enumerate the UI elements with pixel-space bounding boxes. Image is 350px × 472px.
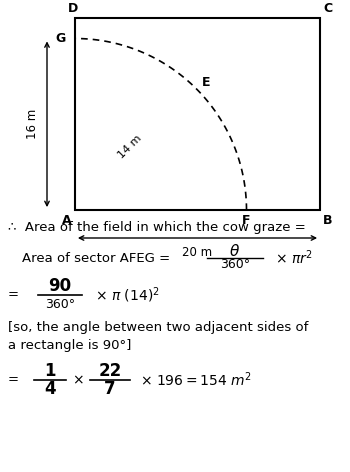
Bar bbox=[75, 18, 320, 210]
Text: B: B bbox=[323, 213, 333, 227]
Text: 7: 7 bbox=[104, 380, 116, 398]
Text: D: D bbox=[68, 1, 78, 15]
Text: [so, the angle between two adjacent sides of: [so, the angle between two adjacent side… bbox=[8, 321, 308, 335]
Text: 360°: 360° bbox=[45, 298, 75, 312]
Text: 16 m: 16 m bbox=[27, 109, 40, 139]
Text: 20 m: 20 m bbox=[182, 245, 212, 259]
Text: $\theta$: $\theta$ bbox=[230, 243, 240, 259]
Text: 360°: 360° bbox=[220, 259, 250, 271]
Text: 1: 1 bbox=[44, 362, 56, 380]
Text: =: = bbox=[8, 288, 19, 302]
Text: 90: 90 bbox=[48, 277, 71, 295]
Text: E: E bbox=[202, 76, 210, 89]
Text: 4: 4 bbox=[44, 380, 56, 398]
Text: 14 m: 14 m bbox=[117, 133, 144, 160]
Text: A: A bbox=[62, 213, 72, 227]
Text: a rectangle is 90°]: a rectangle is 90°] bbox=[8, 339, 131, 353]
Text: ∴  Area of the field in which the cow graze =: ∴ Area of the field in which the cow gra… bbox=[8, 221, 306, 235]
Text: Area of sector AFEG =: Area of sector AFEG = bbox=[22, 252, 174, 264]
Text: C: C bbox=[323, 1, 332, 15]
Text: F: F bbox=[242, 213, 251, 227]
Text: $\times\ 196 = 154\ m^2$: $\times\ 196 = 154\ m^2$ bbox=[140, 371, 252, 389]
Text: $\times\ \pi r^2$: $\times\ \pi r^2$ bbox=[275, 249, 313, 267]
Text: G: G bbox=[56, 32, 66, 45]
Text: $\times\ \pi\ (14)^2$: $\times\ \pi\ (14)^2$ bbox=[95, 285, 160, 305]
Text: $\times$: $\times$ bbox=[72, 373, 84, 387]
Text: 22: 22 bbox=[98, 362, 122, 380]
Text: =: = bbox=[8, 373, 19, 387]
